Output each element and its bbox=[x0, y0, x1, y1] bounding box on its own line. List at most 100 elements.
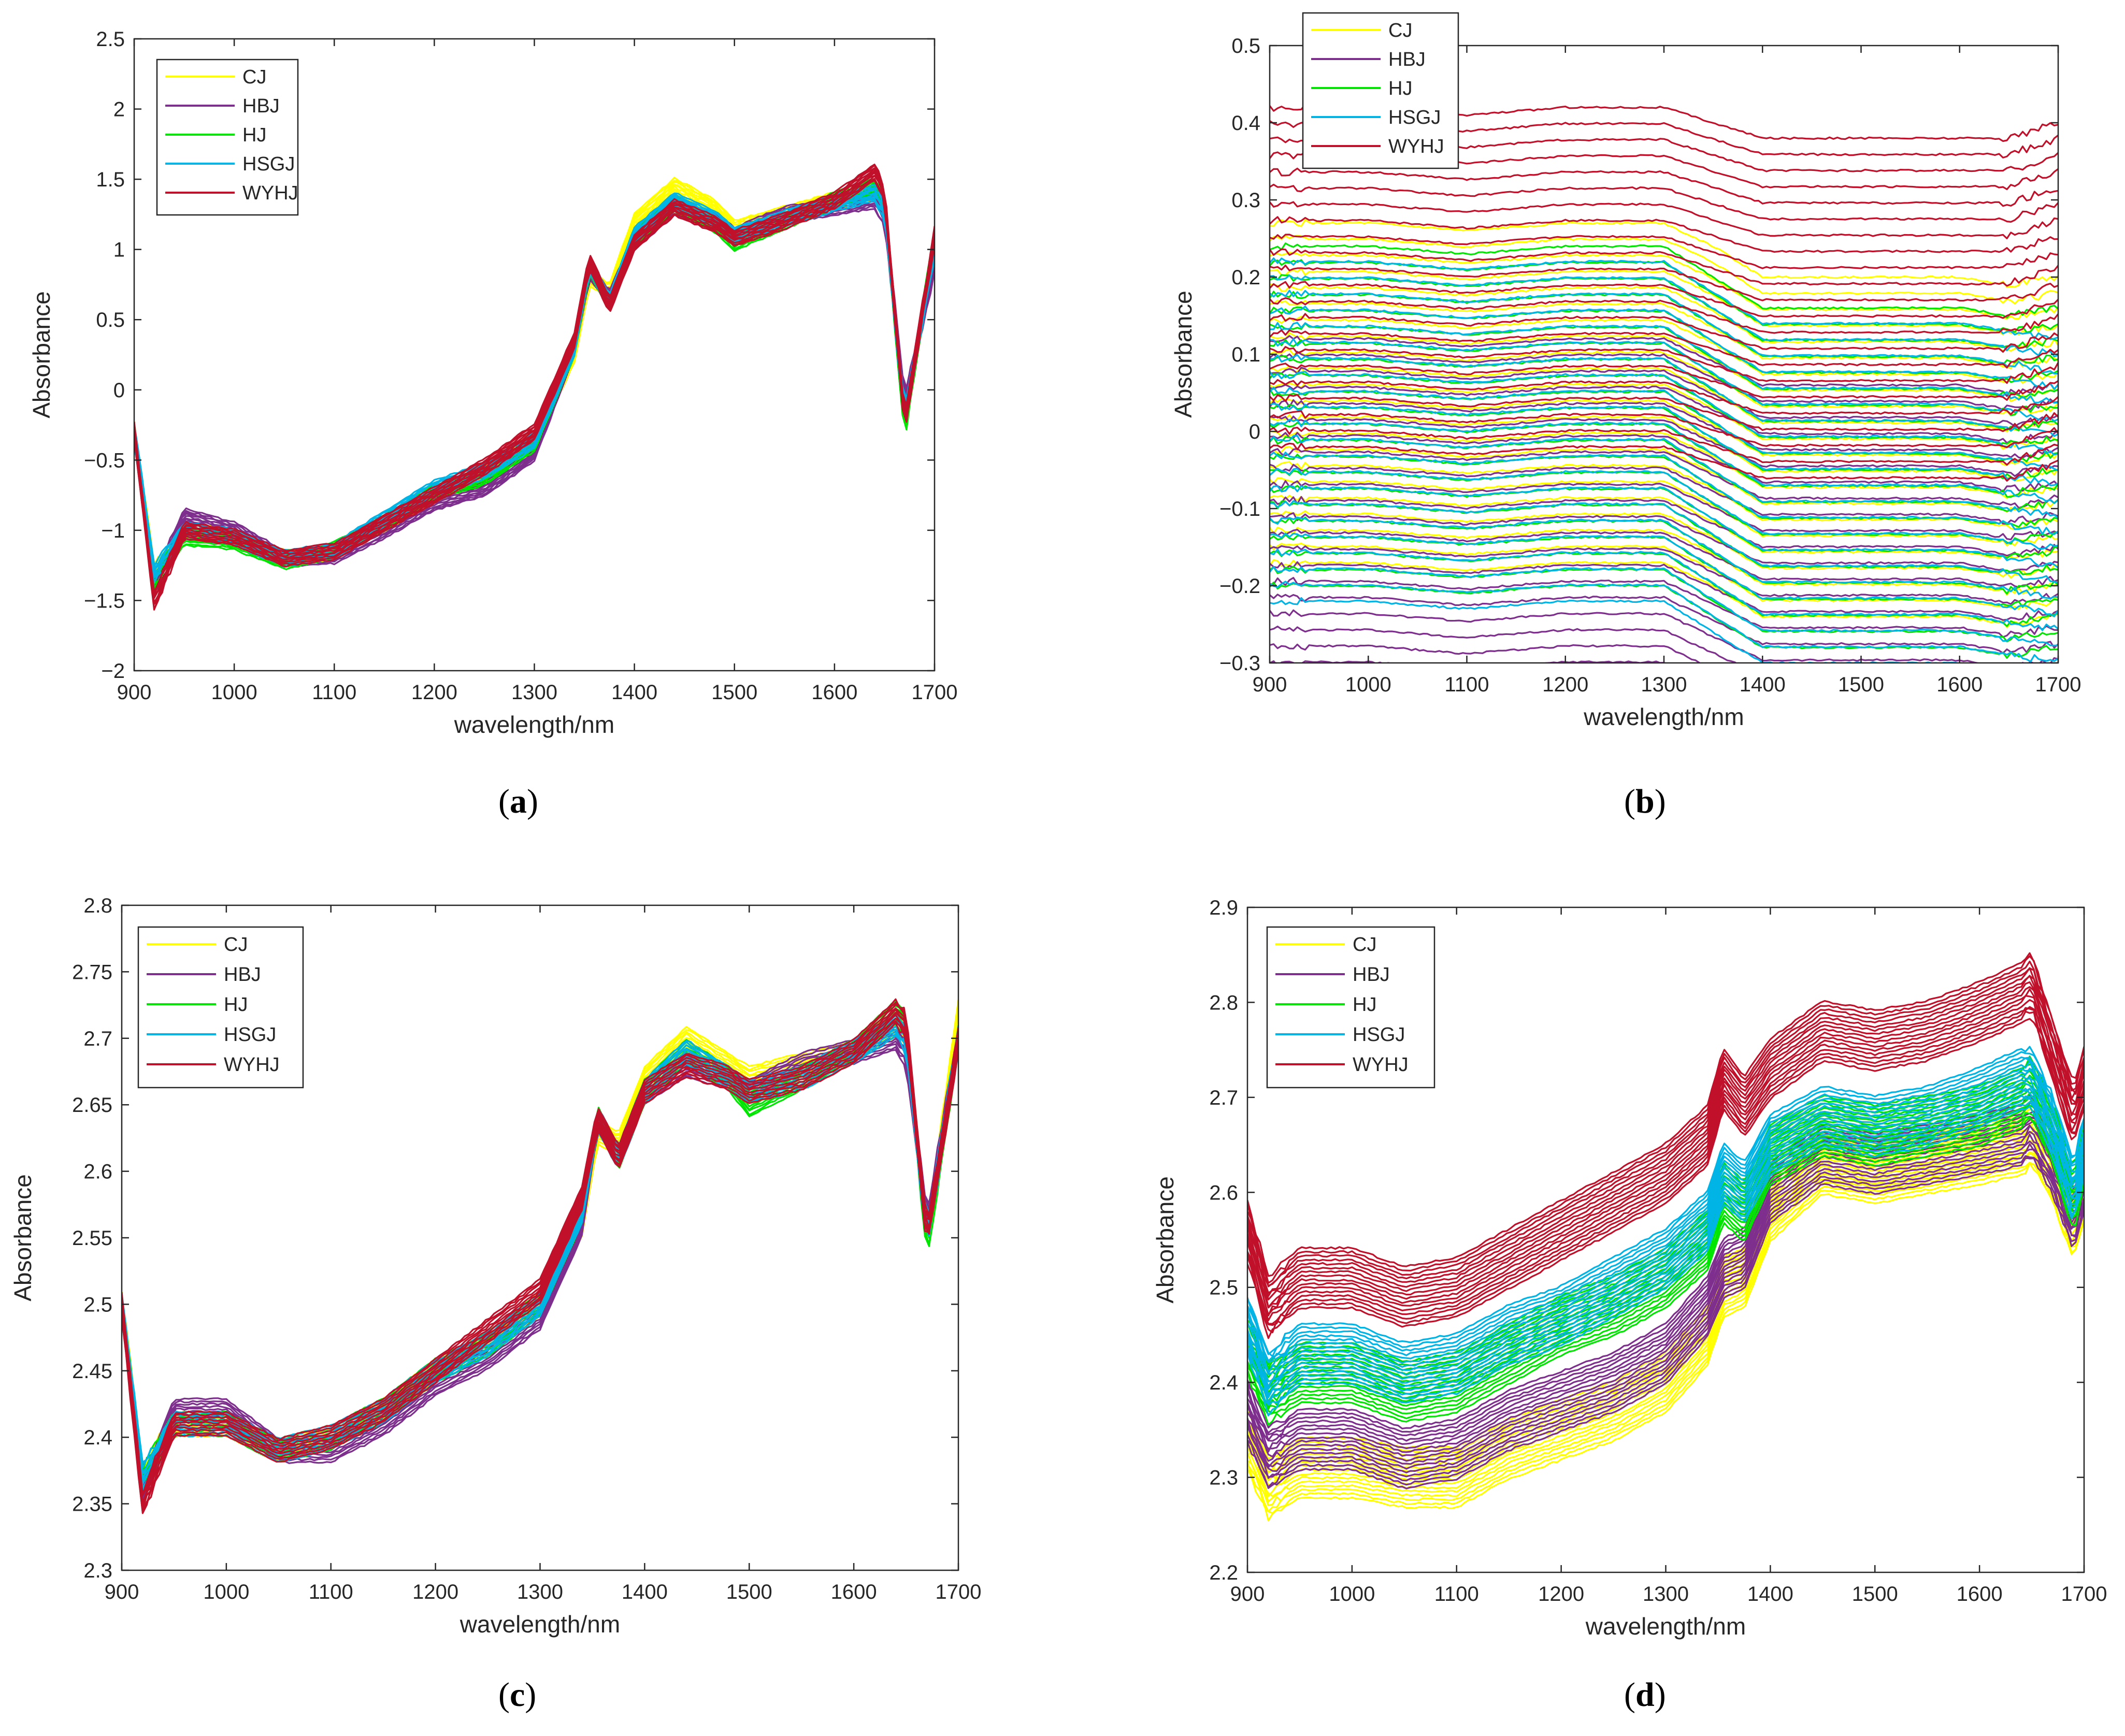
y-tick-label: 0.5 bbox=[1231, 35, 1260, 57]
caption-c: (c) bbox=[498, 1676, 537, 1714]
series-line-wyhj-5 bbox=[1247, 995, 2084, 1316]
y-tick-label: 2.5 bbox=[1209, 1277, 1238, 1299]
x-tick-label: 1300 bbox=[1641, 673, 1687, 696]
series-line-hbj-0 bbox=[1247, 1157, 2084, 1489]
series-line-wyhj-6 bbox=[134, 168, 935, 597]
series-line-hsgj-6 bbox=[1247, 1082, 2084, 1390]
series-line-wyhj-3 bbox=[122, 1014, 958, 1511]
legend-label-hsgj: HSGJ bbox=[224, 1024, 276, 1046]
series-line-hsgj-7 bbox=[1270, 485, 2058, 569]
x-tick-label: 1200 bbox=[1542, 673, 1588, 696]
y-tick-label: 2.4 bbox=[83, 1426, 112, 1449]
series-line-hbj-9 bbox=[134, 192, 935, 582]
series-line-cj-6 bbox=[1247, 1140, 2084, 1497]
legend: CJ HBJ HJ HSGJ WYHJ bbox=[1266, 926, 1435, 1089]
x-tick-label: 900 bbox=[1230, 1583, 1265, 1605]
x-tick-label: 1100 bbox=[1434, 1583, 1479, 1605]
series-line-hsgj-8 bbox=[1270, 468, 2058, 550]
series-line-hj-11 bbox=[1247, 1075, 2084, 1379]
series-line-cj-3 bbox=[134, 188, 935, 577]
y-tick-label: 2.5 bbox=[83, 1293, 112, 1316]
series-line-cj-11 bbox=[1247, 1122, 2084, 1473]
series-line-wyhj-7 bbox=[1270, 329, 2058, 369]
series-line-cj-21 bbox=[1270, 219, 2058, 288]
series-line-hbj-13 bbox=[1270, 464, 2058, 525]
legend-label-hbj: HBJ bbox=[224, 964, 261, 986]
x-axis-label: wavelength/nm bbox=[1585, 1613, 1746, 1640]
legend-label-hbj: HBJ bbox=[1388, 49, 1426, 70]
series-line-wyhj-1 bbox=[1247, 1010, 2084, 1334]
series-line-wyhj-8 bbox=[1270, 313, 2058, 353]
series-line-hsgj-10 bbox=[1247, 1067, 2084, 1375]
series-line-hbj-9 bbox=[122, 1025, 958, 1479]
series-line-wyhj-1 bbox=[1270, 427, 2058, 466]
series-line-wyhj-17 bbox=[1270, 167, 2058, 207]
series-line-wyhj-0 bbox=[1270, 442, 2058, 482]
x-tick-label: 1700 bbox=[936, 1581, 982, 1603]
series-line-hj-21 bbox=[1270, 242, 2058, 319]
series-line-hsgj-9 bbox=[134, 183, 935, 568]
legend-box bbox=[1302, 12, 1459, 169]
x-tick-label: 900 bbox=[105, 1581, 139, 1603]
series-line-hbj-8 bbox=[134, 193, 935, 579]
y-tick-label: 0 bbox=[1249, 421, 1260, 443]
series-line-hsgj-3 bbox=[1247, 1095, 2084, 1404]
x-tick-label: 1100 bbox=[312, 681, 356, 704]
y-tick-label: 2.3 bbox=[83, 1559, 112, 1582]
legend-label-hj: HJ bbox=[1353, 994, 1376, 1016]
y-tick-label: 2 bbox=[113, 98, 125, 121]
series-line-hbj-21 bbox=[1270, 335, 2058, 397]
series-line-hbj-2 bbox=[134, 204, 935, 590]
series-line-wyhj-15 bbox=[1270, 201, 2058, 239]
series-line-cj-1 bbox=[1270, 542, 2058, 610]
series-line-hbj-5 bbox=[134, 198, 935, 588]
series-line-hbj-14 bbox=[1270, 447, 2058, 509]
y-tick-label: 2.6 bbox=[1209, 1181, 1238, 1204]
series-line-hbj-10 bbox=[1270, 512, 2058, 574]
series-line-hbj-5 bbox=[1247, 1133, 2084, 1470]
legend-label-hsgj: HSGJ bbox=[1388, 107, 1441, 128]
y-tick-label: 2.8 bbox=[1209, 991, 1238, 1014]
series-line-wyhj-0 bbox=[122, 1022, 958, 1514]
y-tick-label: 2.4 bbox=[1209, 1371, 1238, 1394]
x-tick-label: 1700 bbox=[2061, 1583, 2107, 1605]
y-tick-label: 2.35 bbox=[72, 1493, 112, 1516]
series-line-hbj-3 bbox=[1247, 1143, 2084, 1479]
series-line-wyhj-8 bbox=[122, 1002, 958, 1496]
series-line-hbj-4 bbox=[1247, 1140, 2084, 1473]
legend-box bbox=[137, 926, 304, 1089]
series-line-hsgj-1 bbox=[1247, 1101, 2084, 1406]
chart-a-lines bbox=[134, 164, 935, 611]
series-line-cj-15 bbox=[1270, 315, 2058, 384]
series-line-hj-7 bbox=[134, 181, 935, 573]
series-line-hsgj-6 bbox=[134, 189, 935, 569]
series-line-wyhj-14 bbox=[1247, 955, 2084, 1284]
series-line-wyhj-1 bbox=[134, 178, 935, 610]
legend-label-wyhj: WYHJ bbox=[1353, 1054, 1409, 1076]
chart-a: 900 1000 1100 1200 1300 1400 1500 1600 1700 −2 −1.… bbox=[28, 28, 957, 738]
x-tick-label: 1200 bbox=[412, 1581, 458, 1603]
chart-d: 900 1000 1100 1200 1300 1400 1500 1600 1700 2.2 2.… bbox=[1152, 896, 2107, 1640]
x-tick-label: 1400 bbox=[1740, 673, 1786, 696]
series-line-wyhj-10 bbox=[1270, 281, 2058, 319]
series-line-hsgj-13 bbox=[1247, 1057, 2084, 1362]
legend: CJ HBJ HJ HSGJ WYHJ bbox=[1302, 12, 1459, 169]
chart-c-lines bbox=[122, 998, 958, 1514]
x-tick-label: 1100 bbox=[1444, 673, 1489, 696]
series-line-wyhj-8 bbox=[1247, 981, 2084, 1308]
y-tick-label: −1.5 bbox=[84, 589, 125, 612]
series-line-hbj-2 bbox=[1247, 1148, 2084, 1482]
series-line-wyhj-2 bbox=[1247, 1007, 2084, 1326]
series-line-hsgj-15 bbox=[1270, 354, 2058, 437]
x-tick-label: 1400 bbox=[611, 681, 657, 704]
series-line-hbj-19 bbox=[1270, 367, 2058, 428]
x-tick-label: 1400 bbox=[1747, 1583, 1793, 1605]
series-line-hbj-7 bbox=[134, 195, 935, 587]
series-line-hsgj-5 bbox=[1270, 516, 2058, 600]
series-line-wyhj-6 bbox=[1270, 346, 2058, 384]
y-tick-label: 0 bbox=[113, 379, 125, 402]
y-tick-label: 2.3 bbox=[1209, 1467, 1238, 1489]
legend-box bbox=[156, 59, 299, 216]
series-line-cj-14 bbox=[1270, 332, 2058, 402]
x-tick-label: 1400 bbox=[622, 1581, 668, 1603]
